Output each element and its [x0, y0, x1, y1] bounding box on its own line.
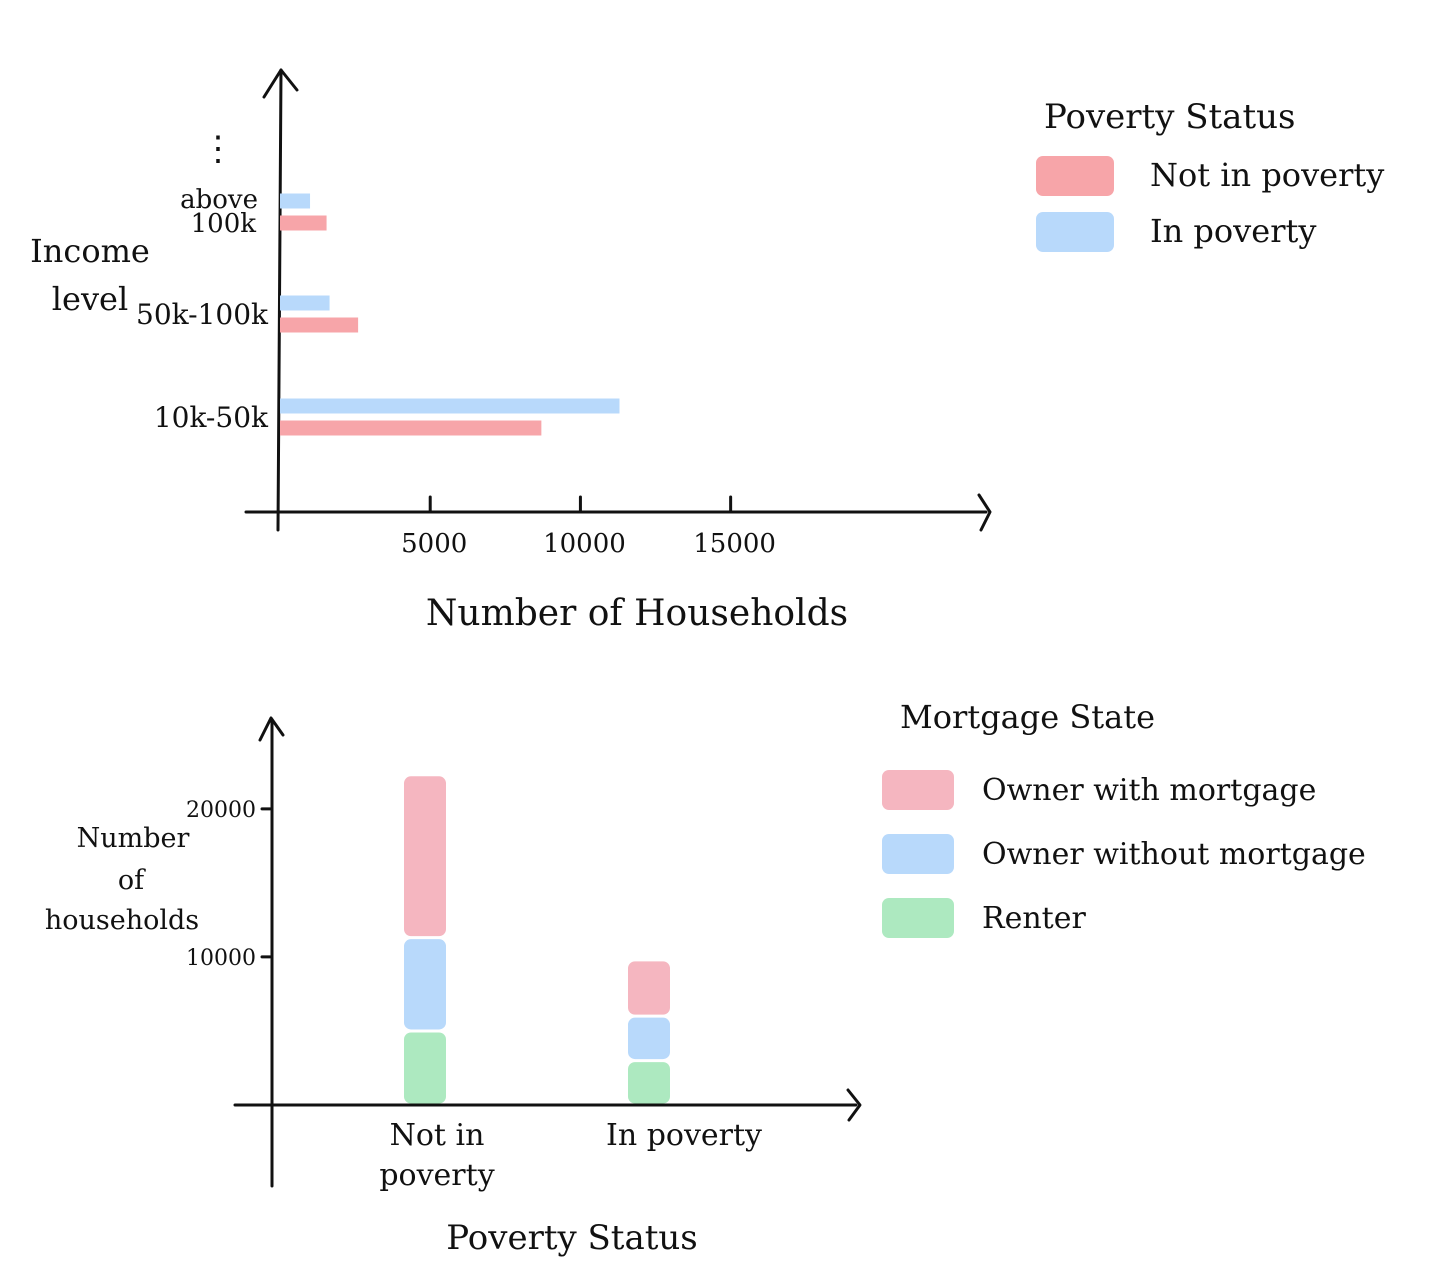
poverty-legend-entries: Not in poverty In poverty — [1036, 156, 1384, 252]
bar-10k-50k-in-poverty — [280, 398, 620, 414]
mortgage-y-axis-title-line1: Number — [77, 823, 190, 854]
bar-above-100k-not-in-poverty — [280, 215, 327, 231]
stack-in-poverty-owner-with-mortgage — [628, 961, 670, 1015]
stack-not-in-poverty-owner-with-mortgage — [404, 776, 446, 937]
mortgage-y-axis-title-line3: households — [45, 905, 199, 936]
legend-label-owner-without-mortgage: Owner without mortgage — [982, 837, 1366, 872]
mortgage-legend-title: Mortgage State — [900, 698, 1155, 736]
stack-in-poverty-owner-without-mortgage — [628, 1017, 670, 1060]
category-label-10k-50k: 10k-50k — [154, 401, 269, 434]
mortgage-y-ticks: 10000 20000 — [186, 798, 272, 971]
income-y-axis-title-line1: Income — [30, 232, 150, 270]
bar-above-100k-in-poverty — [280, 193, 311, 209]
mortgage-legend: Mortgage State Owner with mortgageOwner … — [882, 698, 1366, 938]
income-y-axis-arrow — [262, 68, 299, 99]
mortgage-y-axis-title-line2: of — [118, 865, 146, 896]
poverty-legend: Poverty Status Not in poverty In poverty — [1036, 97, 1384, 252]
legend-swatch-in-poverty — [1036, 212, 1114, 252]
income-x-axis-arrow — [977, 493, 992, 532]
legend-label-owner-with-mortgage: Owner with mortgage — [982, 773, 1316, 808]
mortgage-legend-entries: Owner with mortgage Owner without mortgag… — [882, 770, 1366, 938]
mortgage-category-labels: Not in poverty In poverty — [379, 1118, 762, 1193]
stack-in-poverty-renter — [628, 1062, 670, 1104]
category-label-above-100k-line1: above — [180, 185, 258, 215]
poverty-legend-title: Poverty Status — [1044, 97, 1295, 137]
legend-swatch-owner-with-mortgage — [882, 770, 954, 810]
category-label-above-100k-line2: 100k — [191, 209, 257, 239]
bar-50k-100k-in-poverty — [280, 295, 330, 311]
legend-label-renter: Renter — [982, 901, 1086, 936]
income-y-axis-title-line2: level — [52, 280, 128, 318]
bar-10k-50k-not-in-poverty — [280, 420, 542, 436]
mortgage-chart: 10000 20000 Not in poverty In poverty Numbe… — [45, 698, 1366, 1258]
y-tick-label-10000: 10000 — [186, 946, 256, 971]
stack-not-in-poverty-owner-without-mortgage — [404, 939, 446, 1030]
stack-not-in-poverty-renter — [404, 1032, 446, 1104]
income-x-ticks: 5000 10000 15000 — [401, 495, 776, 559]
legend-swatch-not-in-poverty — [1036, 156, 1114, 196]
x-tick-label-5000: 5000 — [401, 529, 467, 559]
category-label-not-in-poverty-line1: Not in — [390, 1118, 485, 1153]
legend-label-in-poverty: In poverty — [1150, 212, 1316, 250]
legend-swatch-renter — [882, 898, 954, 938]
income-axis-continuation: ⋮ — [201, 129, 235, 169]
legend-swatch-owner-without-mortgage — [882, 834, 954, 874]
x-tick-label-10000: 10000 — [543, 529, 626, 559]
category-label-not-in-poverty-line2: poverty — [379, 1158, 494, 1193]
mortgage-y-axis-arrow — [258, 716, 285, 742]
income-chart: ⋮ 5000 10000 15000 10k-50k 50k-100k above100… — [30, 68, 1384, 634]
income-y-axis — [276, 68, 283, 532]
mortgage-bars — [404, 776, 670, 1104]
mortgage-x-axis-arrow — [846, 1088, 862, 1122]
x-tick-label-15000: 15000 — [693, 529, 776, 559]
category-label-in-poverty: In poverty — [606, 1118, 762, 1153]
legend-label-not-in-poverty: Not in poverty — [1150, 156, 1384, 194]
mortgage-x-axis-title: Poverty Status — [446, 1218, 697, 1258]
bar-50k-100k-not-in-poverty — [280, 317, 359, 333]
income-bars — [280, 193, 620, 436]
category-label-50k-100k: 50k-100k — [136, 298, 269, 331]
y-tick-label-20000: 20000 — [186, 798, 256, 823]
income-x-axis-title: Number of Households — [426, 593, 848, 634]
